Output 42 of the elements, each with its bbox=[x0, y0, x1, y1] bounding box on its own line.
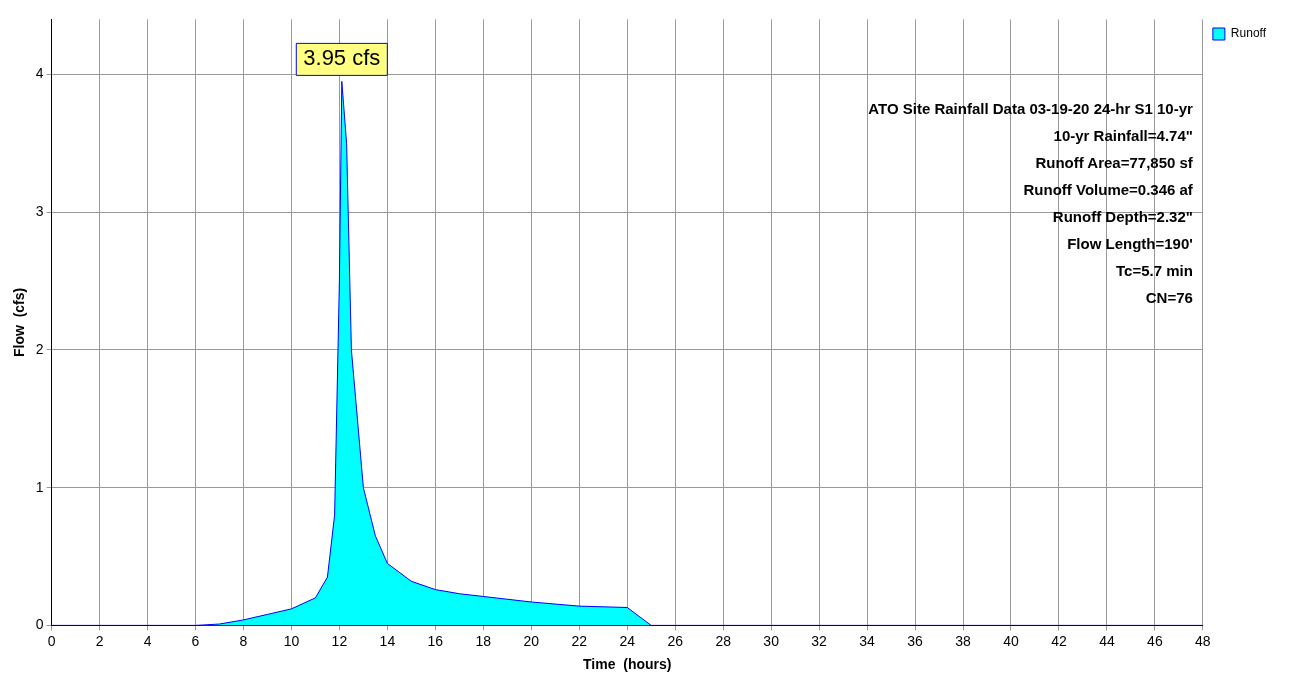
annotation: Runoff Volume=0.346 af bbox=[1023, 180, 1194, 198]
x-tick-label: 48 bbox=[1195, 632, 1211, 649]
annotation: Tc=5.7 min bbox=[1116, 261, 1193, 279]
y-tick-label: 4 bbox=[35, 65, 44, 82]
x-tick-label: 10 bbox=[283, 632, 300, 649]
x-tick-label: 26 bbox=[667, 632, 684, 649]
x-tick-label: 42 bbox=[1051, 632, 1067, 649]
legend-label: Runoff bbox=[1230, 26, 1267, 41]
y-axis-title: Flow (cfs) bbox=[11, 287, 28, 358]
x-tick-label: 24 bbox=[619, 632, 636, 649]
y-tick-label: 1 bbox=[35, 478, 44, 495]
x-tick-label: 46 bbox=[1147, 632, 1163, 649]
y-tick-label: 2 bbox=[35, 340, 44, 357]
annotation: ATO Site Rainfall Data 03-19-20 24-hr S1 10-yr bbox=[868, 99, 1194, 117]
annotation: Flow Length=190' bbox=[1067, 234, 1193, 252]
annotation: 3.95 cfs bbox=[303, 45, 381, 71]
x-axis-title: Time (hours) bbox=[583, 656, 672, 673]
annotation: Runoff Depth=2.32" bbox=[1052, 207, 1193, 225]
x-tick-label: 8 bbox=[239, 632, 248, 649]
x-tick-label: 0 bbox=[47, 632, 56, 649]
y-tick-label: 0 bbox=[35, 616, 44, 633]
x-tick-label: 2 bbox=[95, 632, 104, 649]
x-tick-label: 44 bbox=[1099, 632, 1115, 649]
annotation: CN=76 bbox=[1145, 288, 1193, 306]
x-tick-label: 28 bbox=[715, 632, 732, 649]
x-tick-label: 20 bbox=[523, 632, 540, 649]
x-tick-label: 16 bbox=[427, 632, 444, 649]
x-tick-label: 12 bbox=[331, 632, 348, 649]
x-tick-label: 34 bbox=[859, 632, 876, 649]
x-tick-label: 36 bbox=[907, 632, 924, 649]
x-tick-label: 18 bbox=[475, 632, 492, 649]
x-tick-label: 6 bbox=[191, 632, 200, 649]
x-tick-label: 22 bbox=[571, 632, 588, 649]
x-tick-label: 40 bbox=[1003, 632, 1019, 649]
x-tick-label: 4 bbox=[143, 632, 152, 649]
x-tick-label: 32 bbox=[811, 632, 828, 649]
x-tick-label: 14 bbox=[379, 632, 396, 649]
x-tick-label: 30 bbox=[763, 632, 780, 649]
y-tick-label: 3 bbox=[35, 203, 44, 220]
annotation: 10-yr Rainfall=4.74" bbox=[1053, 126, 1193, 144]
annotation: Runoff Area=77,850 sf bbox=[1035, 153, 1194, 171]
x-tick-label: 38 bbox=[955, 632, 972, 649]
